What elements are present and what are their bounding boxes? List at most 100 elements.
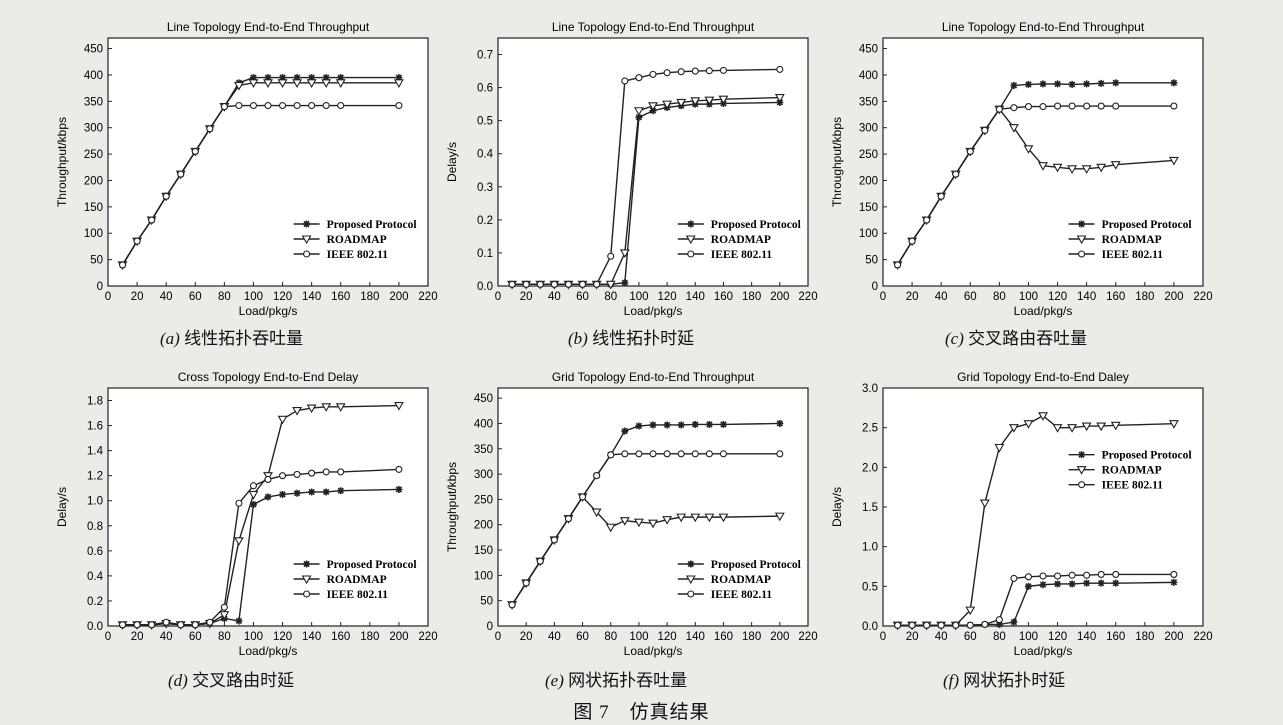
data-point bbox=[293, 489, 301, 497]
data-point bbox=[1010, 618, 1018, 626]
legend-marker bbox=[1078, 451, 1086, 459]
data-point bbox=[148, 216, 156, 224]
y-tick-label: 0.1 bbox=[477, 248, 493, 260]
series-circle bbox=[893, 570, 1178, 629]
data-point bbox=[776, 65, 784, 73]
data-point bbox=[1081, 422, 1092, 432]
y-tick-label: 450 bbox=[84, 44, 103, 56]
data-point bbox=[649, 450, 657, 458]
y-tick-label: 1.2 bbox=[87, 471, 103, 483]
data-point bbox=[635, 422, 643, 430]
legend-marker bbox=[687, 220, 695, 228]
caption-f: (f) 网状拓扑时延 bbox=[943, 666, 1065, 691]
y-tick-label: 0.5 bbox=[862, 581, 878, 593]
x-tick-label: 140 bbox=[686, 291, 705, 303]
x-tick-label: 120 bbox=[1048, 631, 1067, 643]
y-tick-label: 1.5 bbox=[862, 502, 878, 514]
x-axis-label: Load/pkg/s bbox=[624, 644, 683, 658]
y-tick-label: 1.4 bbox=[87, 446, 104, 458]
y-tick-label: 300 bbox=[84, 123, 103, 135]
data-point bbox=[248, 490, 259, 500]
data-point bbox=[148, 621, 156, 629]
y-tick-label: 250 bbox=[859, 149, 878, 161]
y-axis-label: Throughput/kbps bbox=[445, 462, 459, 552]
legend-marker bbox=[685, 235, 696, 245]
data-point bbox=[1068, 102, 1076, 110]
data-point bbox=[1068, 580, 1076, 588]
data-point bbox=[308, 488, 316, 496]
x-tick-label: 100 bbox=[1019, 291, 1038, 303]
data-point bbox=[550, 536, 558, 544]
legend-item: ROADMAP bbox=[293, 234, 387, 246]
data-point bbox=[279, 490, 287, 498]
data-point bbox=[249, 101, 258, 110]
legend-marker bbox=[303, 590, 311, 598]
data-point bbox=[937, 621, 945, 629]
data-point bbox=[337, 74, 345, 82]
data-point bbox=[591, 508, 602, 518]
caption-text: 网状拓扑吞吐量 bbox=[568, 671, 688, 690]
y-tick-label: 0 bbox=[872, 281, 878, 293]
y-tick-label: 150 bbox=[474, 545, 493, 557]
data-point bbox=[1096, 422, 1107, 432]
data-point bbox=[719, 66, 728, 74]
data-point bbox=[522, 579, 530, 587]
data-point bbox=[691, 420, 699, 428]
data-point bbox=[1052, 424, 1063, 433]
caption-d: (d) 交叉路由时延 bbox=[168, 666, 294, 691]
data-point bbox=[633, 518, 644, 528]
data-point bbox=[1083, 80, 1091, 88]
data-point bbox=[191, 147, 199, 155]
x-tick-label: 20 bbox=[906, 631, 919, 643]
data-point bbox=[677, 68, 685, 76]
x-tick-label: 20 bbox=[520, 291, 533, 303]
caption-text: 交叉路由时延 bbox=[192, 671, 295, 690]
x-tick-label: 20 bbox=[131, 291, 144, 303]
data-point bbox=[981, 126, 989, 134]
y-tick-label: 350 bbox=[474, 444, 493, 456]
data-point bbox=[690, 513, 701, 523]
data-point bbox=[718, 513, 729, 523]
x-tick-label: 60 bbox=[964, 291, 977, 303]
legend-label: ROADMAP bbox=[1102, 234, 1162, 246]
data-point bbox=[663, 450, 671, 458]
data-point bbox=[536, 557, 544, 565]
data-point bbox=[1112, 79, 1120, 87]
data-point bbox=[1097, 570, 1105, 578]
legend-marker bbox=[303, 560, 311, 568]
x-tick-label: 140 bbox=[1077, 291, 1096, 303]
data-point bbox=[605, 523, 616, 533]
data-point bbox=[966, 147, 974, 155]
y-tick-label: 300 bbox=[474, 469, 493, 481]
x-tick-label: 160 bbox=[714, 291, 733, 303]
legend-item: IEEE 802.11 bbox=[293, 589, 388, 601]
data-point bbox=[235, 101, 243, 110]
data-point bbox=[705, 67, 713, 75]
series-circle bbox=[118, 465, 403, 629]
legend-label: ROADMAP bbox=[1102, 465, 1162, 477]
data-point bbox=[277, 79, 288, 88]
legend-marker bbox=[301, 235, 312, 245]
chart-svg-f: Grid Topology End-to-End Daley 0 20 40 60 80 1… bbox=[830, 370, 1213, 658]
data-point bbox=[662, 100, 673, 110]
x-tick-label: 160 bbox=[714, 631, 733, 643]
data-point bbox=[952, 170, 960, 178]
data-point bbox=[981, 620, 989, 628]
data-point bbox=[690, 97, 701, 106]
x-tick-label: 220 bbox=[798, 631, 817, 643]
x-tick-label: 220 bbox=[418, 291, 437, 303]
y-tick-label: 1.0 bbox=[862, 542, 878, 554]
data-point bbox=[676, 98, 687, 108]
x-tick-label: 200 bbox=[770, 631, 789, 643]
series-circle bbox=[508, 450, 784, 609]
caption-label: (b) bbox=[568, 329, 588, 348]
y-tick-label: 0.0 bbox=[477, 281, 493, 293]
x-tick-label: 220 bbox=[418, 631, 437, 643]
x-tick-label: 100 bbox=[244, 291, 263, 303]
y-tick-label: 0.4 bbox=[87, 571, 104, 583]
data-point bbox=[1068, 80, 1076, 88]
data-point bbox=[995, 616, 1003, 624]
chart-title: Line Topology End-to-End Throughput bbox=[942, 20, 1145, 34]
data-point bbox=[633, 107, 644, 116]
data-point bbox=[1053, 102, 1062, 110]
